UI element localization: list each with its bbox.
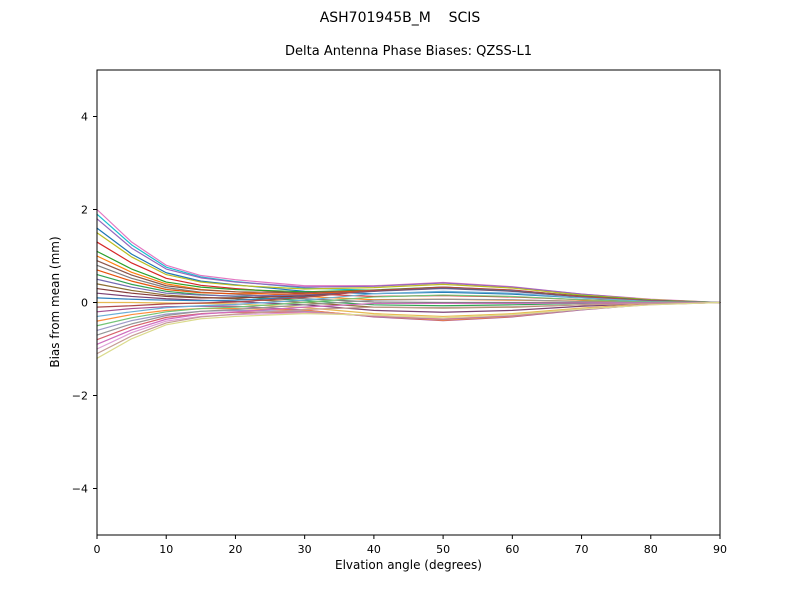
x-tick-label: 0 bbox=[94, 543, 101, 556]
series-line bbox=[96, 292, 721, 313]
y-tick-label: 2 bbox=[81, 204, 88, 217]
y-axis-label: Bias from mean (mm) bbox=[48, 236, 62, 368]
x-tick-label: 30 bbox=[298, 543, 312, 556]
x-tick-label: 70 bbox=[575, 543, 589, 556]
x-tick-label: 80 bbox=[644, 543, 658, 556]
series-line bbox=[96, 298, 721, 336]
x-tick-label: 50 bbox=[436, 543, 450, 556]
x-tick-label: 90 bbox=[713, 543, 727, 556]
series-line bbox=[96, 290, 721, 318]
series-line bbox=[96, 232, 721, 304]
series-line bbox=[96, 218, 721, 304]
x-axis-label: Elvation angle (degrees) bbox=[335, 558, 482, 572]
x-tick-label: 20 bbox=[228, 543, 242, 556]
series-line bbox=[96, 294, 721, 327]
y-tick-label: −2 bbox=[72, 390, 88, 403]
figure-suptitle: ASH701945B_M SCIS bbox=[319, 10, 481, 26]
chart-title: Delta Antenna Phase Biases: QZSS-L1 bbox=[285, 44, 532, 59]
x-tick-label: 60 bbox=[505, 543, 519, 556]
series-line bbox=[96, 301, 721, 318]
y-tick-label: 0 bbox=[81, 297, 88, 310]
series-line bbox=[96, 301, 721, 345]
y-tick-label: −4 bbox=[72, 483, 88, 496]
x-tick-label: 40 bbox=[367, 543, 381, 556]
y-tick-label: 4 bbox=[81, 111, 88, 124]
series-line bbox=[96, 301, 721, 355]
series-line bbox=[96, 301, 721, 359]
x-tick-label: 10 bbox=[159, 543, 173, 556]
series-line bbox=[96, 286, 721, 308]
